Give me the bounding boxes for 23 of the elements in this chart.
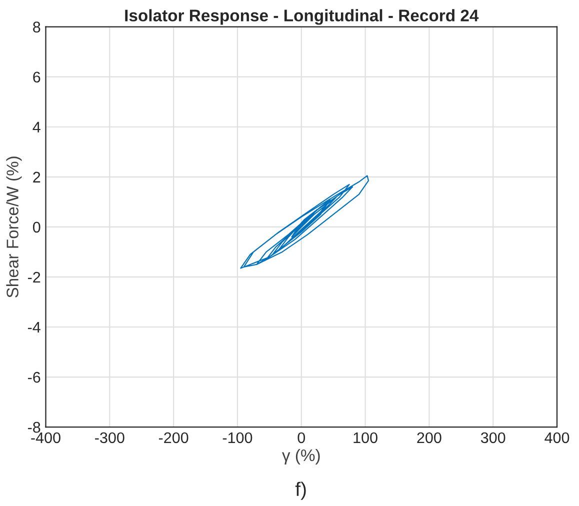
x-tick-label: 0 <box>298 432 306 444</box>
y-tick-label: 4 <box>32 122 40 132</box>
x-tick-label: 300 <box>480 432 506 444</box>
y-axis-title: Shear Force/W (%) <box>6 156 22 298</box>
y-tick-label: -6 <box>28 372 40 383</box>
x-tick-label: -300 <box>95 432 124 444</box>
y-tick-label: 2 <box>33 172 40 182</box>
text: f) <box>295 482 306 500</box>
line-series <box>240 175 370 269</box>
x-axis-title: γ (%) <box>282 448 320 464</box>
y-tick-label: 0 <box>32 222 40 233</box>
y-tick-label: 6 <box>33 72 40 83</box>
y-tick-label: 8 <box>33 22 40 33</box>
y-tick-label: -4 <box>28 322 40 333</box>
chart-title: Isolator Response - Longitudinal - Record 24 <box>125 9 479 25</box>
x-tick-label: -100 <box>222 432 252 444</box>
x-tick-label: -200 <box>158 432 188 444</box>
x-tick-label: 200 <box>417 432 442 444</box>
x-tick-label: -400 <box>31 432 60 444</box>
y-tick-label: -8 <box>28 422 40 433</box>
x-tick-label: 100 <box>354 432 378 444</box>
y-tick-label: -2 <box>28 272 40 283</box>
x-tick-label: 400 <box>544 432 570 444</box>
